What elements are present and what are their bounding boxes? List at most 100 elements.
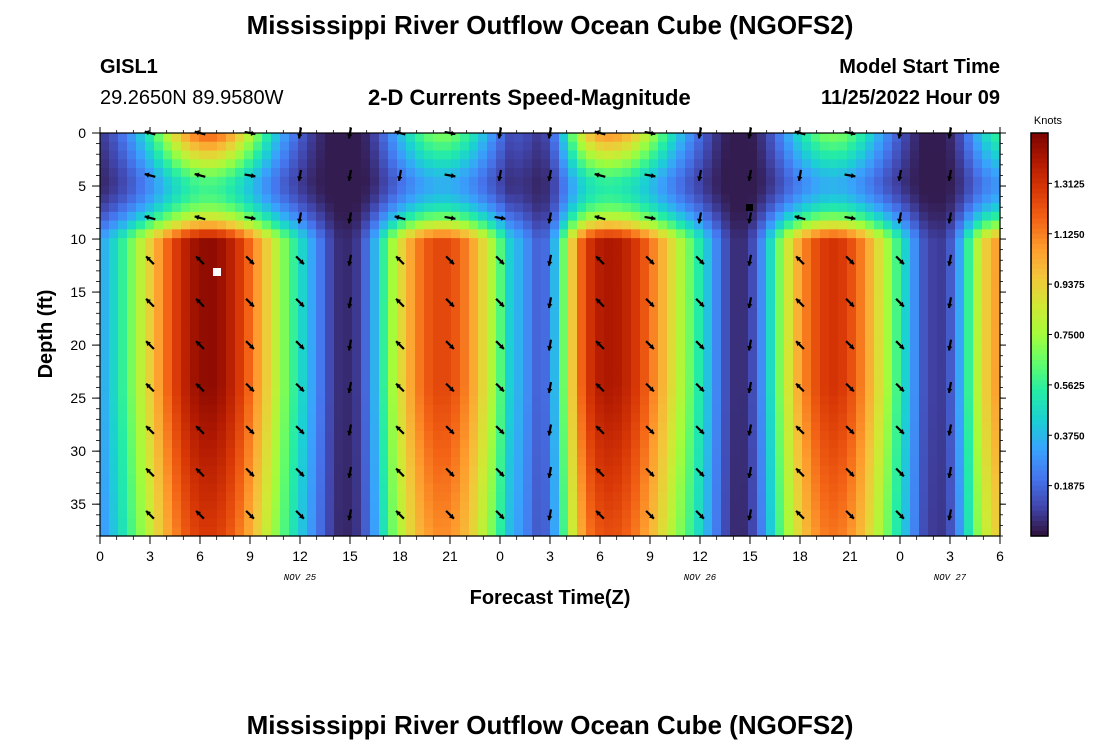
- heatmap-cell: [919, 220, 929, 230]
- heatmap-cell: [118, 299, 128, 309]
- heatmap-cell: [325, 238, 335, 248]
- heatmap-cell: [208, 413, 218, 423]
- heatmap-cell: [640, 185, 650, 195]
- heatmap-cell: [991, 352, 1001, 362]
- heatmap-cell: [730, 413, 740, 423]
- heatmap-cell: [793, 413, 803, 423]
- heatmap-cell: [370, 334, 380, 344]
- heatmap-cell: [451, 352, 461, 362]
- heatmap-cell: [118, 133, 128, 143]
- heatmap-cell: [631, 395, 641, 406]
- heatmap-cell: [721, 518, 731, 528]
- heatmap-cell: [613, 159, 623, 169]
- heatmap-cell: [415, 133, 425, 143]
- heatmap-cell: [370, 133, 380, 143]
- heatmap-cell: [622, 194, 632, 204]
- current-arrow: [195, 467, 205, 478]
- heatmap-cell: [559, 281, 569, 292]
- heatmap-cell: [604, 176, 614, 187]
- heatmap-cell: [568, 229, 578, 239]
- current-arrow: [295, 425, 305, 435]
- colorbar-segment: [1031, 420, 1048, 426]
- heatmap-cell: [334, 264, 344, 274]
- heatmap-cell: [910, 141, 920, 152]
- heatmap-cell: [757, 150, 767, 160]
- heatmap-cell: [388, 246, 398, 257]
- heatmap-cell: [280, 360, 290, 371]
- heatmap-cell: [451, 465, 461, 476]
- y-axis-label: Depth (ft): [35, 290, 57, 379]
- heatmap-cell: [703, 334, 713, 344]
- heatmap-cell: [361, 404, 371, 414]
- heatmap-cell: [910, 159, 920, 169]
- heatmap-cell: [847, 527, 857, 537]
- heatmap-cell: [910, 246, 920, 257]
- heatmap-cell: [649, 238, 659, 248]
- heatmap-cell: [685, 439, 695, 449]
- heatmap-cell: [685, 264, 695, 274]
- heatmap-cell: [415, 334, 425, 344]
- heatmap-cell: [730, 159, 740, 169]
- heatmap-cell: [622, 150, 632, 160]
- heatmap-cell: [118, 378, 128, 388]
- heatmap-cell: [568, 273, 578, 283]
- heatmap-cell: [748, 141, 758, 152]
- heatmap-cell: [730, 211, 740, 222]
- heatmap-cell: [559, 448, 569, 458]
- heatmap-cell: [793, 474, 803, 485]
- heatmap-cell: [271, 308, 281, 318]
- heatmap-cell: [532, 500, 542, 511]
- heatmap-cell: [343, 492, 353, 502]
- heatmap-cell: [595, 448, 605, 458]
- heatmap-cell: [847, 246, 857, 257]
- heatmap-cell: [379, 430, 389, 441]
- heatmap-cell: [577, 369, 587, 379]
- heatmap-cell: [631, 360, 641, 371]
- heatmap-cell: [811, 404, 821, 414]
- heatmap-cell: [640, 448, 650, 458]
- heatmap-cell: [424, 255, 434, 266]
- heatmap-cell: [784, 474, 794, 485]
- heatmap-cell: [433, 457, 443, 467]
- heatmap-cell: [415, 360, 425, 371]
- heatmap-cell: [757, 290, 767, 301]
- heatmap-cell: [928, 448, 938, 458]
- heatmap-cell: [658, 395, 668, 406]
- heatmap-cell: [379, 273, 389, 283]
- heatmap-cell: [253, 185, 263, 195]
- heatmap-cell: [784, 229, 794, 239]
- heatmap-cell: [505, 387, 515, 397]
- heatmap-cell: [145, 290, 155, 301]
- heatmap-cell: [379, 229, 389, 239]
- heatmap-cell: [343, 395, 353, 406]
- heatmap-cell: [901, 185, 911, 195]
- heatmap-cell: [973, 369, 983, 379]
- heatmap-cell: [649, 352, 659, 362]
- heatmap-cell: [559, 465, 569, 476]
- heatmap-cell: [559, 430, 569, 441]
- heatmap-cell: [955, 281, 965, 292]
- colorbar-segment: [1031, 394, 1048, 401]
- heatmap-cell: [343, 316, 353, 327]
- heatmap-cell: [208, 334, 218, 344]
- heatmap-cell: [676, 395, 686, 406]
- heatmap-cell: [784, 395, 794, 406]
- heatmap-cell: [415, 203, 425, 213]
- heatmap-cell: [892, 273, 902, 283]
- heatmap-cell: [991, 492, 1001, 502]
- heatmap-cell: [748, 448, 758, 458]
- heatmap-cell: [874, 527, 884, 537]
- heatmap-cell: [352, 290, 362, 301]
- heatmap-cell: [343, 500, 353, 511]
- heatmap-cell: [847, 413, 857, 423]
- heatmap-cell: [442, 203, 452, 213]
- heatmap-cell: [964, 273, 974, 283]
- heatmap-cell: [775, 325, 785, 336]
- heatmap-cell: [532, 220, 542, 230]
- heatmap-cell: [433, 413, 443, 423]
- current-arrow: [494, 215, 506, 221]
- current-arrow: [547, 339, 553, 351]
- heatmap-cell: [118, 273, 128, 283]
- heatmap-cell: [361, 325, 371, 336]
- heatmap-cell: [406, 325, 416, 336]
